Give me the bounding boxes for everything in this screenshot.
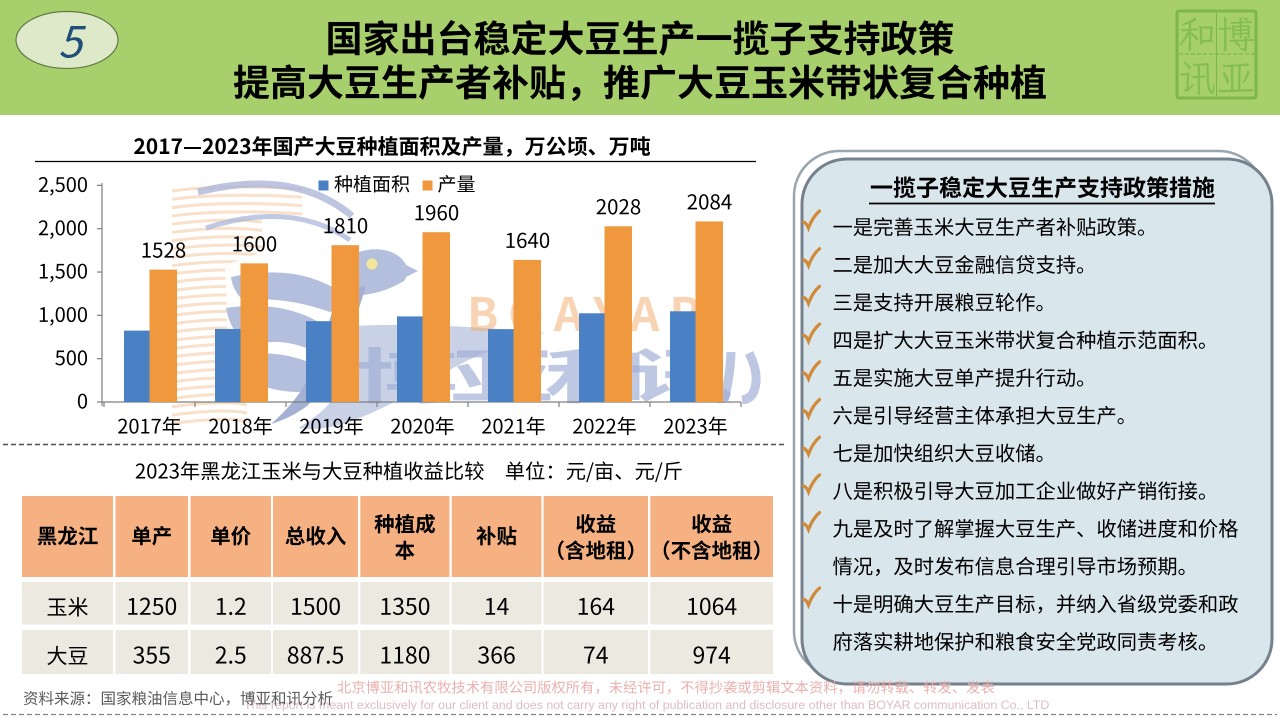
svg-text:This report is meant exclusive: This report is meant exclusively for our… — [244, 698, 1049, 712]
